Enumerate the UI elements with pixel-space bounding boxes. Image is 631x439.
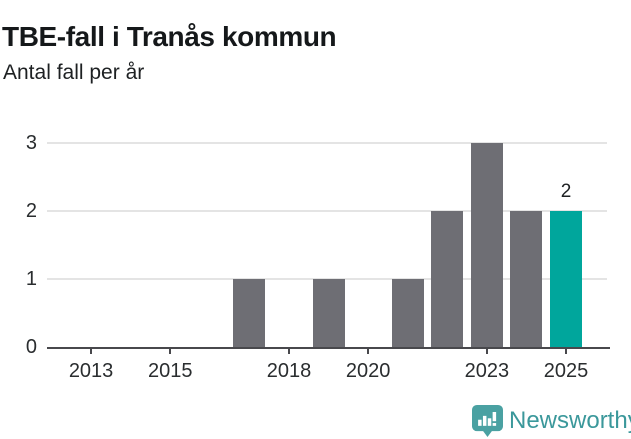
x-tick-label-2013: 2013 bbox=[68, 360, 114, 382]
gridline-3 bbox=[47, 142, 607, 144]
bar-2024 bbox=[510, 211, 543, 347]
bar-2021 bbox=[391, 279, 424, 347]
x-tick-label-2025: 2025 bbox=[543, 360, 589, 382]
x-tick-2015 bbox=[169, 348, 172, 354]
y-tick-label-3: 3 bbox=[25, 132, 37, 154]
page-title: TBE-fall i Tranås kommun bbox=[2, 20, 337, 52]
x-tick-label-2023: 2023 bbox=[464, 360, 510, 382]
bar-value-label-2025: 2 bbox=[560, 181, 572, 202]
x-tick-2025 bbox=[565, 348, 567, 354]
gridline-2 bbox=[47, 210, 607, 212]
y-tick-label-2: 2 bbox=[25, 200, 37, 222]
x-tick-2018 bbox=[287, 348, 290, 354]
bar-2023 bbox=[470, 143, 503, 347]
bar-2022 bbox=[431, 211, 464, 347]
y-tick-label-1: 1 bbox=[25, 268, 37, 290]
bar-2025 bbox=[550, 211, 582, 347]
plot-area bbox=[47, 142, 610, 349]
page-subtitle: Antal fall per år bbox=[3, 61, 145, 84]
newsworthy-logo[interactable]: Newsworthy bbox=[472, 405, 631, 437]
bar-2019 bbox=[312, 279, 345, 347]
x-tick-label-2020: 2020 bbox=[345, 360, 391, 382]
x-tick-2020 bbox=[367, 348, 370, 354]
x-tick-label-2018: 2018 bbox=[266, 360, 312, 382]
newsworthy-logo-icon bbox=[472, 405, 503, 437]
bar-2017 bbox=[233, 279, 266, 347]
x-tick-label-2015: 2015 bbox=[147, 360, 193, 382]
y-tick-label-0: 0 bbox=[25, 336, 37, 358]
x-tick-2013 bbox=[90, 348, 93, 354]
x-tick-2023 bbox=[485, 348, 488, 354]
x-axis-line bbox=[47, 347, 610, 349]
brand-name: Newsworthy bbox=[509, 407, 631, 434]
